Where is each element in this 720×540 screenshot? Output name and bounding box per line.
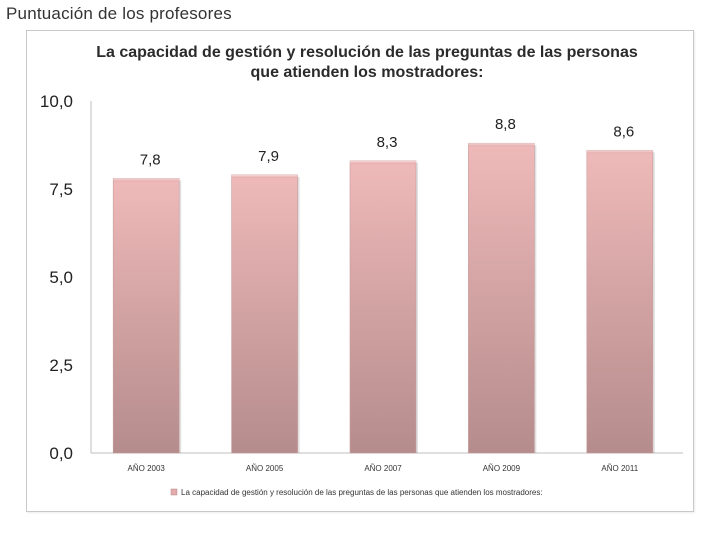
x-tick-label: AÑO 2003 [128, 464, 166, 473]
y-tick-label: 10,0 [40, 92, 73, 111]
data-label: 8,6 [613, 123, 634, 140]
legend-label: La capacidad de gestión y resolución de … [181, 488, 543, 497]
y-tick-label: 0,0 [49, 444, 73, 463]
bar-top-highlight [113, 178, 180, 182]
data-label: 7,8 [140, 151, 161, 168]
bar-top-highlight [468, 143, 535, 147]
data-label: 8,3 [377, 134, 398, 151]
legend: La capacidad de gestión y resolución de … [170, 488, 543, 497]
x-tick-label: AÑO 2007 [364, 464, 402, 473]
bar-top-highlight [231, 174, 298, 178]
bars [112, 142, 655, 454]
data-labels: 7,8 7,9 8,3 8,8 8,6 [140, 116, 634, 168]
chart-title: La capacidad de gestión y resolución de … [96, 44, 638, 81]
x-tick-label: AÑO 2009 [483, 464, 521, 473]
bar-chart: La capacidad de gestión y resolución de … [40, 44, 683, 497]
chart-title-line: La capacidad de gestión y resolución de … [96, 44, 638, 61]
data-label: 7,9 [258, 148, 279, 165]
bar [231, 174, 298, 454]
y-tick-label: 2,5 [49, 356, 73, 375]
x-tick-label: AÑO 2011 [601, 464, 638, 473]
bar [586, 149, 654, 454]
bar [468, 142, 535, 454]
slide-title: Puntuación de los profesores [6, 4, 232, 23]
chart-frame: La capacidad de gestión y resolución de … [26, 30, 694, 512]
bar-top-highlight [350, 160, 416, 164]
data-label: 8,8 [495, 116, 516, 133]
chart-title-line: que atienden los mostradores: [251, 64, 484, 81]
bar [112, 178, 180, 454]
x-tick-label: AÑO 2005 [246, 464, 284, 473]
y-tick-label: 7,5 [49, 180, 73, 199]
legend-swatch [170, 488, 178, 496]
bar-top-highlight [586, 150, 653, 154]
axes: 0,0 2,5 5,0 7,5 10,0 AÑO 2003 AÑO 2005 AÑO 2007… [40, 92, 683, 473]
y-tick-label: 5,0 [49, 268, 73, 287]
bar [349, 160, 417, 454]
